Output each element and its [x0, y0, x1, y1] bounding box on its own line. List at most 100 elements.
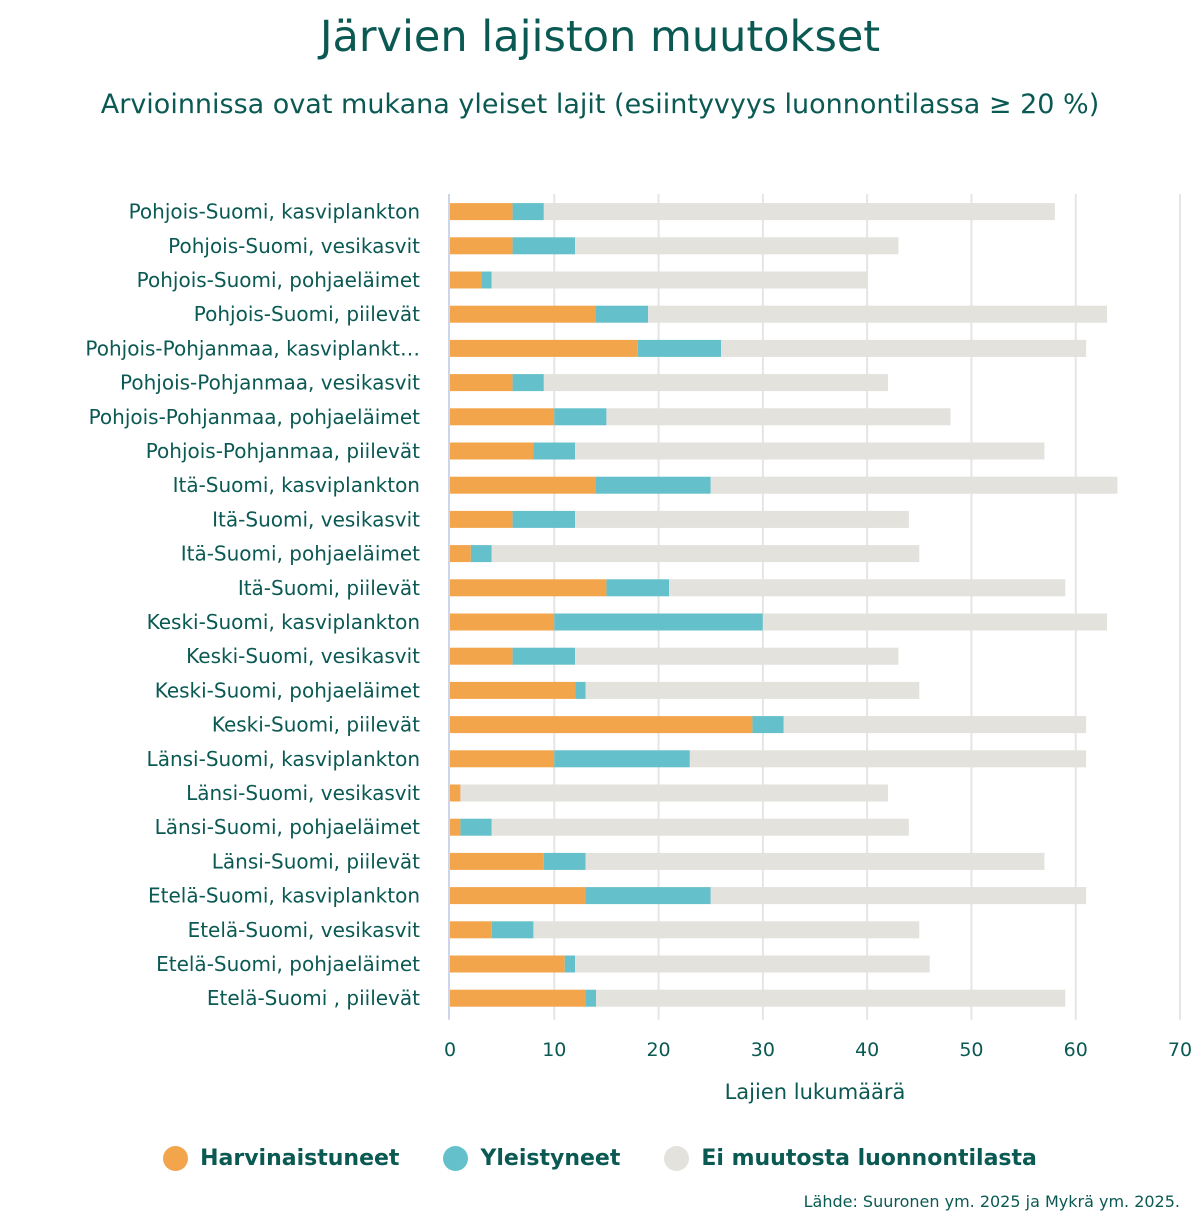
bar-segment-ei-muutosta[interactable]: [543, 374, 888, 392]
source-note: Lähde: Suuronen ym. 2025 ja Mykrä ym. 20…: [803, 1192, 1180, 1211]
x-tick-label: 40: [855, 1039, 879, 1061]
bar-segment-yleistyneet[interactable]: [554, 613, 763, 631]
bar-segment-yleistyneet[interactable]: [470, 545, 492, 563]
bar-segment-yleistyneet[interactable]: [481, 271, 492, 289]
category-label: Länsi-Suomi, pohjaeläimet: [155, 815, 421, 839]
bar-segment-harvinaistuneet[interactable]: [450, 613, 555, 631]
bar-segment-harvinaistuneet[interactable]: [450, 989, 586, 1007]
bar-segment-harvinaistuneet[interactable]: [450, 818, 461, 836]
bar-segment-harvinaistuneet[interactable]: [450, 921, 492, 939]
bar-segment-yleistyneet[interactable]: [575, 681, 586, 699]
chart-title: Järvien lajiston muutokset: [319, 12, 881, 62]
bar-segment-yleistyneet[interactable]: [491, 921, 534, 939]
bar-segment-yleistyneet[interactable]: [512, 203, 544, 221]
bar-segment-yleistyneet[interactable]: [606, 579, 669, 597]
bar-segment-ei-muutosta[interactable]: [648, 305, 1107, 323]
bar-segment-yleistyneet[interactable]: [554, 750, 690, 768]
legend-swatch-icon: [664, 1146, 690, 1171]
bar-segment-harvinaistuneet[interactable]: [450, 339, 638, 357]
bar-segment-yleistyneet[interactable]: [585, 989, 596, 1007]
legend-label: Ei muutosta luonnontilasta: [701, 1146, 1037, 1171]
category-label: Länsi-Suomi, piilevät: [212, 849, 420, 873]
legend-item-ei-muutosta[interactable]: Ei muutosta luonnontilasta: [664, 1146, 1037, 1171]
legend-swatch-icon: [163, 1146, 189, 1171]
bar-segment-harvinaistuneet[interactable]: [450, 510, 513, 528]
bar-segment-yleistyneet[interactable]: [637, 339, 722, 357]
bar-segment-yleistyneet[interactable]: [752, 716, 784, 734]
bar-segment-ei-muutosta[interactable]: [606, 408, 951, 426]
bar-segment-yleistyneet[interactable]: [533, 442, 576, 460]
bar-segment-harvinaistuneet[interactable]: [450, 203, 513, 221]
bar-segment-ei-muutosta[interactable]: [575, 647, 899, 665]
bar-segment-ei-muutosta[interactable]: [575, 237, 899, 255]
bar-segment-harvinaistuneet[interactable]: [450, 716, 753, 734]
bar-segment-yleistyneet[interactable]: [512, 647, 576, 665]
bar-segment-ei-muutosta[interactable]: [669, 579, 1066, 597]
bar-segment-yleistyneet[interactable]: [596, 305, 649, 323]
bar-segment-yleistyneet[interactable]: [512, 510, 576, 528]
bar-segment-ei-muutosta[interactable]: [783, 716, 1087, 734]
bar-segment-ei-muutosta[interactable]: [491, 818, 909, 836]
bar-segment-ei-muutosta[interactable]: [585, 681, 920, 699]
category-label: Itä-Suomi, piilevät: [238, 576, 420, 600]
category-label: Pohjois-Suomi, piilevät: [194, 302, 420, 326]
bar-segment-harvinaistuneet[interactable]: [450, 271, 482, 289]
category-label: Pohjois-Pohjanmaa, piilevät: [146, 439, 420, 463]
x-tick-label: 70: [1168, 1039, 1192, 1061]
bar-segment-ei-muutosta[interactable]: [491, 545, 920, 563]
bar-segment-harvinaistuneet[interactable]: [450, 681, 576, 699]
bar-segment-ei-muutosta[interactable]: [710, 887, 1087, 905]
legend: Harvinaistuneet Yleistyneet Ei muutosta …: [0, 1146, 1200, 1171]
bar-segment-yleistyneet[interactable]: [512, 237, 576, 255]
bar-segment-harvinaistuneet[interactable]: [450, 374, 513, 392]
legend-label: Harvinaistuneet: [200, 1146, 400, 1171]
category-label: Pohjois-Suomi, pohjaeläimet: [137, 268, 420, 292]
bar-segment-yleistyneet[interactable]: [512, 374, 544, 392]
category-label: Etelä-Suomi, kasviplankton: [148, 884, 420, 908]
bar-segment-yleistyneet[interactable]: [460, 818, 492, 836]
bar-segment-harvinaistuneet[interactable]: [450, 647, 513, 665]
category-label: Etelä-Suomi, pohjaeläimet: [156, 952, 420, 976]
bar-segment-ei-muutosta[interactable]: [585, 852, 1045, 870]
x-tick-label: 10: [542, 1039, 566, 1061]
gridlines: [553, 194, 1181, 1020]
x-tick-label: 50: [959, 1039, 983, 1061]
legend-item-yleistyneet[interactable]: Yleistyneet: [443, 1146, 620, 1171]
bar-segment-harvinaistuneet[interactable]: [450, 408, 555, 426]
legend-swatch-icon: [443, 1146, 469, 1171]
bar-segment-harvinaistuneet[interactable]: [450, 305, 596, 323]
bar-segment-harvinaistuneet[interactable]: [450, 955, 565, 973]
bar-segment-ei-muutosta[interactable]: [575, 510, 909, 528]
bar-segment-ei-muutosta[interactable]: [575, 955, 930, 973]
legend-item-harvinaistuneet[interactable]: Harvinaistuneet: [163, 1146, 399, 1171]
bar-segment-harvinaistuneet[interactable]: [450, 750, 555, 768]
bar-segment-ei-muutosta[interactable]: [575, 442, 1045, 460]
bar-segment-ei-muutosta[interactable]: [543, 203, 1055, 221]
bar-segment-ei-muutosta[interactable]: [596, 989, 1066, 1007]
bar-segment-harvinaistuneet[interactable]: [450, 237, 513, 255]
bar-segment-ei-muutosta[interactable]: [762, 613, 1107, 631]
x-tick-label: 30: [751, 1039, 775, 1061]
bar-segment-ei-muutosta[interactable]: [491, 271, 868, 289]
bar-segment-ei-muutosta[interactable]: [533, 921, 920, 939]
bar-segment-ei-muutosta[interactable]: [460, 784, 888, 802]
bar-segment-yleistyneet[interactable]: [564, 955, 576, 973]
bar-segment-harvinaistuneet[interactable]: [450, 852, 544, 870]
bar-segment-yleistyneet[interactable]: [585, 887, 711, 905]
bar-segment-ei-muutosta[interactable]: [721, 339, 1087, 357]
bars: [450, 203, 1118, 1007]
bar-segment-harvinaistuneet[interactable]: [450, 887, 586, 905]
bar-segment-yleistyneet[interactable]: [596, 476, 711, 494]
bar-segment-yleistyneet[interactable]: [543, 852, 586, 870]
category-labels: Pohjois-Suomi, kasviplankton Pohjois-Suom…: [85, 200, 420, 1011]
bar-segment-harvinaistuneet[interactable]: [450, 476, 596, 494]
bar-segment-harvinaistuneet[interactable]: [450, 579, 607, 597]
bar-segment-harvinaistuneet[interactable]: [450, 545, 471, 563]
category-label: Pohjois-Pohjanmaa, kasviplankt…: [85, 336, 420, 360]
category-label: Keski-Suomi, kasviplankton: [147, 610, 420, 634]
bar-segment-harvinaistuneet[interactable]: [450, 442, 534, 460]
bar-segment-yleistyneet[interactable]: [554, 408, 607, 426]
bar-segment-ei-muutosta[interactable]: [689, 750, 1087, 768]
bar-segment-ei-muutosta[interactable]: [710, 476, 1118, 494]
bar-segment-harvinaistuneet[interactable]: [450, 784, 461, 802]
